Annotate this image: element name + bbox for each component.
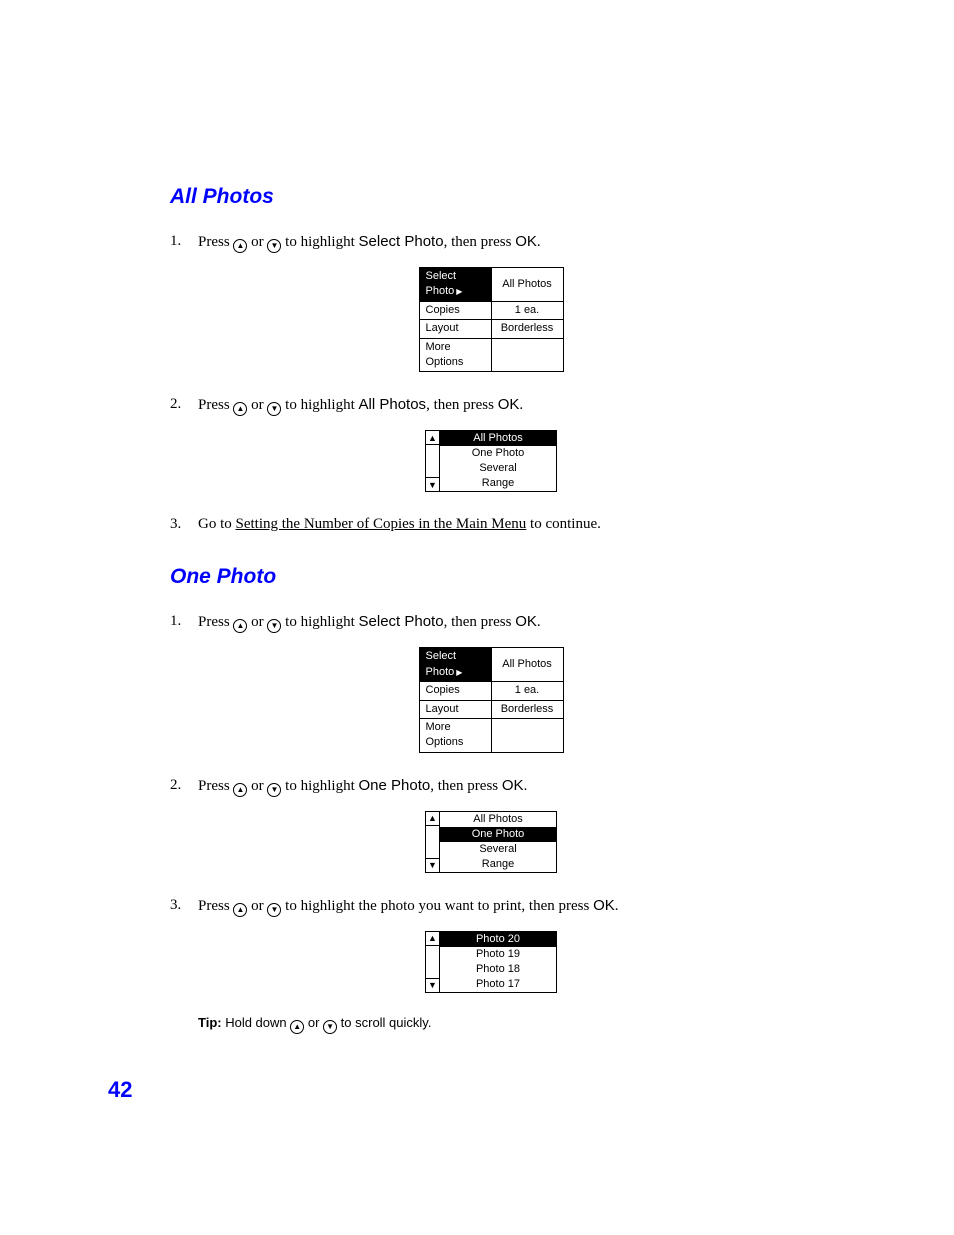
lcd-cell [491,338,563,372]
step-number: 3. [170,895,181,916]
lcd-item: All Photos [440,431,556,446]
lcd-cell: Layout [419,320,491,338]
step-number: 2. [170,775,181,796]
scroll-down-icon: ▼ [426,477,439,491]
lcd-cell: More Options [419,338,491,372]
lcd-menu-wrap: Select PhotoAll Photos Copies1 ea. Layou… [198,267,784,372]
step-number: 1. [170,611,181,632]
lcd-scroll-arrows: ▲ ▼ [426,812,440,872]
step-text: Press ▲ or ▼ to highlight All Photos, th… [198,397,523,413]
steps-all-photos: 1. Press ▲ or ▼ to highlight Select Phot… [170,231,784,535]
up-icon: ▲ [290,1020,304,1034]
lcd-cell: Borderless [491,320,563,338]
step-text: Press ▲ or ▼ to highlight the photo you … [198,898,619,914]
step-3: 3. Press ▲ or ▼ to highlight the photo y… [170,895,784,993]
lcd-cell: Layout [419,700,491,718]
section-title-one-photo: One Photo [170,565,784,589]
bold-ok: OK [502,777,524,794]
lcd-item: Photo 18 [440,962,556,977]
scroll-up-icon: ▲ [426,812,439,826]
link-setting-copies[interactable]: Setting the Number of Copies in the Main… [236,516,527,532]
bold-select-photo: Select Photo [359,233,444,250]
scroll-down-icon: ▼ [426,858,439,872]
scroll-down-icon: ▼ [426,978,439,992]
lcd-item: Range [440,476,556,491]
lcd-cell: Select Photo [419,648,491,682]
lcd-scroll-arrows: ▲ ▼ [426,431,440,491]
lcd-menu-table: Select PhotoAll Photos Copies1 ea. Layou… [419,647,564,752]
scroll-up-icon: ▲ [426,431,439,445]
down-icon: ▼ [323,1020,337,1034]
lcd-cell: Borderless [491,700,563,718]
page-number: 42 [108,1077,132,1103]
lcd-cell [491,718,563,752]
lcd-item: Photo 17 [440,977,556,992]
lcd-cell: All Photos [491,268,563,302]
lcd-menu-table: Select PhotoAll Photos Copies1 ea. Layou… [419,267,564,372]
lcd-menu-wrap: Select PhotoAll Photos Copies1 ea. Layou… [198,647,784,752]
step-number: 3. [170,514,181,535]
step-number: 1. [170,231,181,252]
lcd-cell: All Photos [491,648,563,682]
lcd-cell: 1 ea. [491,301,563,319]
lcd-list-wrap: ▲ ▼ All Photos One Photo Several Range [198,811,784,873]
up-icon: ▲ [233,402,247,416]
step-2: 2. Press ▲ or ▼ to highlight All Photos,… [170,394,784,492]
bold-ok: OK [593,897,615,914]
section-title-all-photos: All Photos [170,185,784,209]
up-icon: ▲ [233,619,247,633]
up-icon: ▲ [233,239,247,253]
bold-ok: OK [498,396,520,413]
bold-one-photo: One Photo [359,777,431,794]
lcd-items: All Photos One Photo Several Range [440,812,556,872]
step-text: Go to Setting the Number of Copies in th… [198,516,601,532]
step-text: Press ▲ or ▼ to highlight Select Photo, … [198,614,541,630]
lcd-cell: Copies [419,301,491,319]
bold-ok: OK [515,233,537,250]
lcd-list: ▲ ▼ All Photos One Photo Several Range [425,430,557,492]
lcd-list: ▲ ▼ Photo 20 Photo 19 Photo 18 Photo 17 [425,931,557,993]
bold-ok: OK [515,613,537,630]
lcd-item: Several [440,842,556,857]
step-number: 2. [170,394,181,415]
lcd-list-wrap: ▲ ▼ All Photos One Photo Several Range [198,430,784,492]
lcd-item: Photo 20 [440,932,556,947]
lcd-item: Range [440,857,556,872]
down-icon: ▼ [267,239,281,253]
lcd-items: All Photos One Photo Several Range [440,431,556,491]
lcd-item: One Photo [440,446,556,461]
tip-label: Tip: [198,1015,222,1030]
lcd-item: All Photos [440,812,556,827]
lcd-item: Photo 19 [440,947,556,962]
down-icon: ▼ [267,903,281,917]
lcd-scroll-arrows: ▲ ▼ [426,932,440,992]
step-1: 1. Press ▲ or ▼ to highlight Select Phot… [170,231,784,372]
lcd-items: Photo 20 Photo 19 Photo 18 Photo 17 [440,932,556,992]
down-icon: ▼ [267,402,281,416]
bold-all-photos: All Photos [359,396,427,413]
step-text: Press ▲ or ▼ to highlight One Photo, the… [198,778,527,794]
step-1: 1. Press ▲ or ▼ to highlight Select Phot… [170,611,784,752]
step-3: 3. Go to Setting the Number of Copies in… [170,514,784,535]
lcd-cell: More Options [419,718,491,752]
lcd-list: ▲ ▼ All Photos One Photo Several Range [425,811,557,873]
steps-one-photo: 1. Press ▲ or ▼ to highlight Select Phot… [170,611,784,992]
tip-note: Tip: Hold down ▲ or ▼ to scroll quickly. [198,1015,784,1034]
lcd-item: Several [440,461,556,476]
down-icon: ▼ [267,783,281,797]
up-icon: ▲ [233,783,247,797]
lcd-cell: Copies [419,682,491,700]
down-icon: ▼ [267,619,281,633]
bold-select-photo: Select Photo [359,613,444,630]
document-page: All Photos 1. Press ▲ or ▼ to highlight … [0,0,954,1034]
step-text: Press ▲ or ▼ to highlight Select Photo, … [198,234,541,250]
lcd-cell: Select Photo [419,268,491,302]
up-icon: ▲ [233,903,247,917]
lcd-cell: 1 ea. [491,682,563,700]
step-2: 2. Press ▲ or ▼ to highlight One Photo, … [170,775,784,873]
lcd-item: One Photo [440,827,556,842]
lcd-list-wrap: ▲ ▼ Photo 20 Photo 19 Photo 18 Photo 17 [198,931,784,993]
scroll-up-icon: ▲ [426,932,439,946]
